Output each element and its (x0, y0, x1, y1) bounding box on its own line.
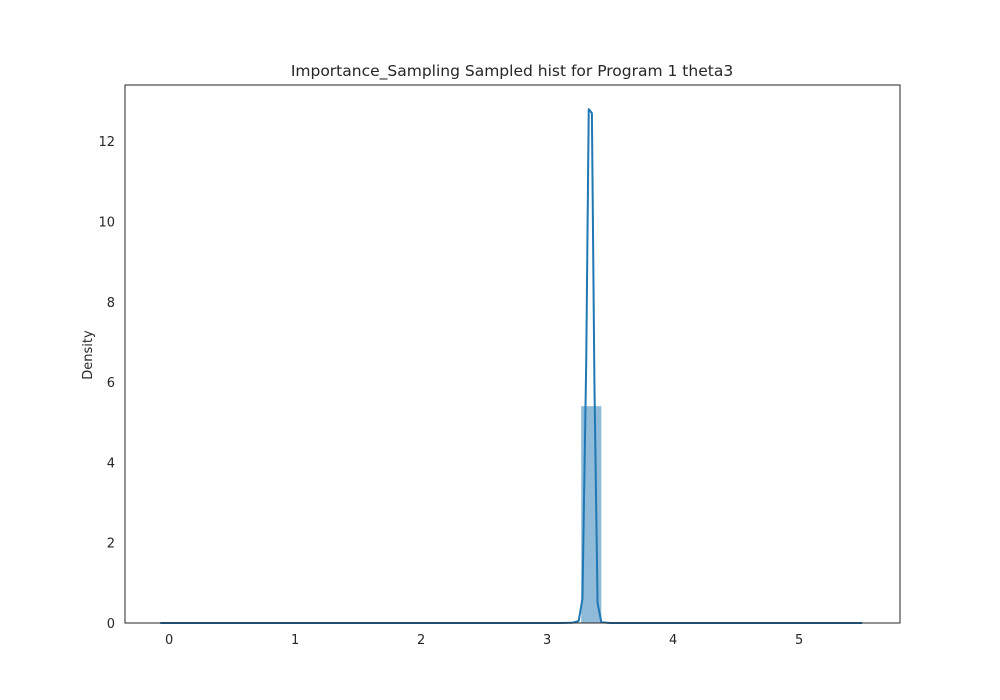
y-tick-label: 10 (98, 216, 115, 231)
y-tick-label: 6 (107, 376, 115, 391)
x-tick-label: 2 (417, 633, 425, 648)
y-axis-ticks: 0 2 4 6 8 10 12 (98, 135, 115, 632)
kde-layer (160, 108, 863, 624)
x-tick-label: 0 (165, 633, 173, 648)
x-tick-label: 1 (291, 633, 299, 648)
x-tick-label: 3 (543, 633, 551, 648)
y-axis-label: Density (81, 330, 96, 380)
y-tick-label: 0 (107, 617, 115, 632)
x-tick-label: 4 (669, 633, 677, 648)
kde-line (160, 108, 863, 624)
y-tick-label: 12 (98, 135, 115, 150)
axes-frame (124, 84, 901, 624)
chart-title: Importance_Sampling Sampled hist for Pro… (291, 62, 733, 81)
x-axis-ticks: 0 1 2 3 4 5 (165, 633, 803, 648)
x-tick-label: 5 (795, 633, 803, 648)
y-tick-label: 8 (107, 296, 115, 311)
y-tick-label: 2 (107, 537, 115, 552)
y-tick-label: 4 (107, 456, 115, 471)
